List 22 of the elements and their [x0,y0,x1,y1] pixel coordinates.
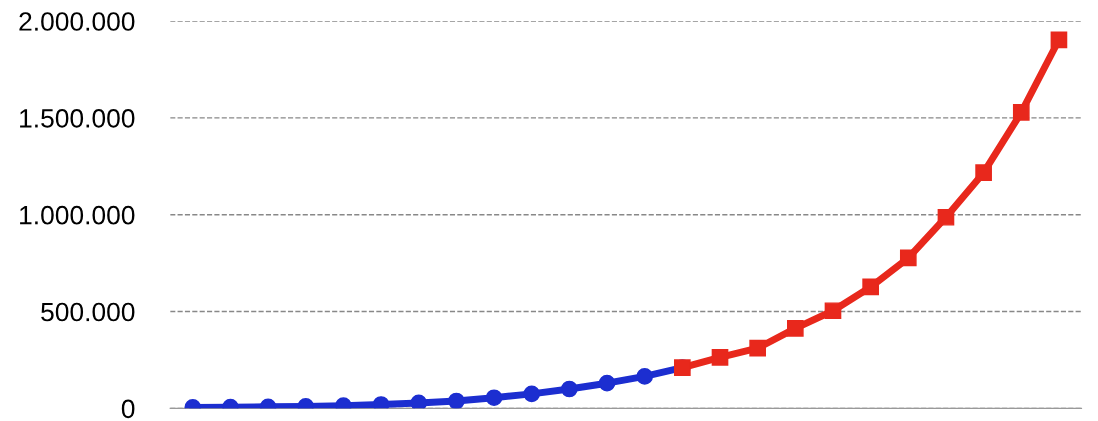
point [1050,31,1068,49]
point [598,374,616,392]
point [485,389,503,407]
point [711,349,729,366]
point [862,278,879,296]
point [937,208,955,226]
point [410,394,428,409]
point [1012,104,1030,121]
point [448,392,465,409]
point [561,380,578,398]
point [786,320,804,337]
point [899,249,917,267]
point [824,302,842,320]
point [636,368,654,385]
y-tick-label: 2.000.000 [19,12,135,31]
point [523,385,541,403]
point [749,339,766,357]
y-tick-label: 1.000.000 [20,205,135,225]
y-tick-label: 1.500.000 [20,109,135,128]
y-tick-label: 500.000 [41,302,135,322]
y-tick-label: 0 [121,399,135,419]
point [975,164,992,182]
